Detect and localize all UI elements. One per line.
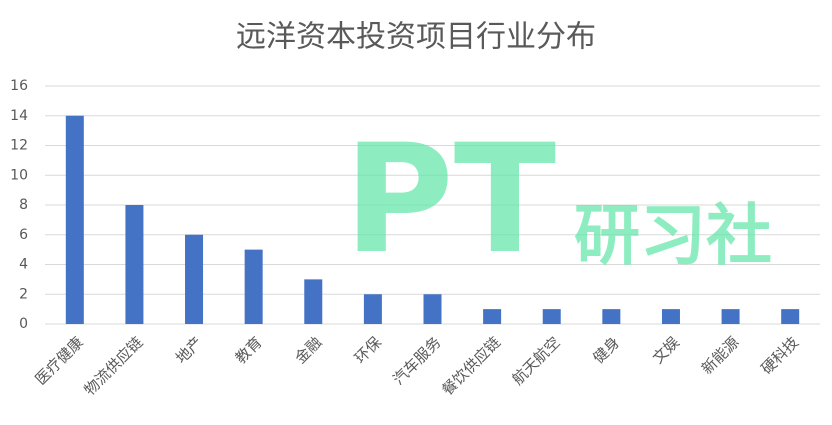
bar (304, 279, 323, 324)
bar (602, 309, 621, 324)
y-tick-label: 2 (19, 286, 28, 302)
y-tick-label: 0 (19, 316, 28, 332)
y-tick-label: 6 (19, 227, 28, 243)
bar (363, 294, 382, 324)
bar (185, 234, 204, 324)
y-tick-label: 4 (19, 257, 28, 273)
y-tick-label: 10 (10, 167, 28, 183)
y-tick-label: 8 (19, 197, 28, 213)
bar (661, 309, 680, 324)
watermark: PT (344, 113, 556, 287)
bar (244, 249, 263, 324)
y-tick-label: 16 (10, 78, 28, 94)
bar (65, 115, 84, 324)
y-tick-label: 14 (10, 108, 28, 124)
watermark: 研习社 (574, 197, 772, 274)
bar (423, 294, 442, 324)
y-tick-label: 12 (10, 138, 28, 154)
bar (125, 205, 144, 324)
bar (781, 309, 800, 324)
bar (542, 309, 561, 324)
bar (483, 309, 502, 324)
chart-title: 远洋资本投资项目行业分布 (236, 20, 596, 55)
bar (721, 309, 740, 324)
